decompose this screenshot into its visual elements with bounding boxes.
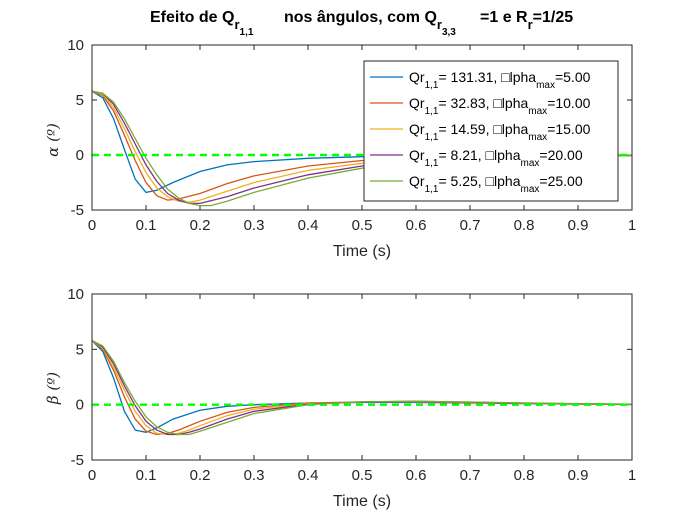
y-tick-label: 5 xyxy=(76,341,84,358)
axes-frame xyxy=(91,44,633,211)
x-tick-label: 1 xyxy=(628,467,636,484)
legend-entry-5: Qr1,1= 5.25, □lphamax=25.00 xyxy=(409,173,583,195)
legend-box xyxy=(363,60,619,202)
legend: Qr1,1= 131.31, □lphamax=5.00 Qr1,1= 32.83… xyxy=(363,60,619,202)
y-tick-label: -5 xyxy=(71,202,84,219)
x-tick-label: 0.5 xyxy=(352,467,373,484)
x-tick-label: 0.7 xyxy=(460,217,481,234)
x-tick-label: 0.9 xyxy=(568,467,589,484)
x-tick-label: 0 xyxy=(88,467,96,484)
x-tick-label: 0.6 xyxy=(406,467,427,484)
x-tick-label: 1 xyxy=(628,217,636,234)
y-axis-label: α (º) xyxy=(44,123,62,157)
x-tick-label: 0.1 xyxy=(136,217,157,234)
y-tick-label: 5 xyxy=(76,92,84,109)
x-tick-label: 0.8 xyxy=(514,467,535,484)
axes-beta: 0 0.1 0.2 0.3 0.4 0.5 0.6 0.7 0.8 0.9 11050-5Time … xyxy=(44,286,636,510)
x-tick-label: 0.7 xyxy=(460,467,481,484)
legend-entry-4: Qr1,1= 8.21, □lphamax=20.00 xyxy=(409,147,583,169)
y-tick-label: 10 xyxy=(67,37,84,54)
x-tick-label: 0.3 xyxy=(244,217,265,234)
y-tick-label: 10 xyxy=(67,286,84,303)
x-tick-label: 0.2 xyxy=(190,217,211,234)
x-tick-label: 0.2 xyxy=(190,467,211,484)
y-tick-label: 0 xyxy=(76,397,84,414)
x-tick-label: 0 xyxy=(88,217,96,234)
x-tick-label: 0.5 xyxy=(352,217,373,234)
y-tick-label: -5 xyxy=(71,452,84,469)
x-tick-label: 0.3 xyxy=(244,467,265,484)
x-tick-label: 0.4 xyxy=(298,217,319,234)
x-tick-label: 0.4 xyxy=(298,467,319,484)
series-line-beta-5 xyxy=(91,339,633,436)
chart-title: Efeito de Qr1,1nos ângulos, com Qr3,3=1 … xyxy=(150,9,573,38)
x-tick-label: 0.8 xyxy=(514,217,535,234)
axes-frame xyxy=(91,293,633,461)
x-tick-label: 0.1 xyxy=(136,467,157,484)
x-tick-label: 0.9 xyxy=(568,217,589,234)
y-axis-label: β (º) xyxy=(44,372,62,405)
y-tick-label: 0 xyxy=(76,147,84,164)
x-axis-label: Time (s) xyxy=(333,243,391,260)
x-axis-label: Time (s) xyxy=(333,493,391,510)
x-tick-label: 0.6 xyxy=(406,217,427,234)
legend-entry-3: Qr1,1= 14.59, □lphamax=15.00 xyxy=(409,121,591,143)
legend-entry-1: Qr1,1= 131.31, □lphamax=5.00 xyxy=(409,69,591,91)
legend-entry-2: Qr1,1= 32.83, □lphamax=10.00 xyxy=(409,95,591,117)
